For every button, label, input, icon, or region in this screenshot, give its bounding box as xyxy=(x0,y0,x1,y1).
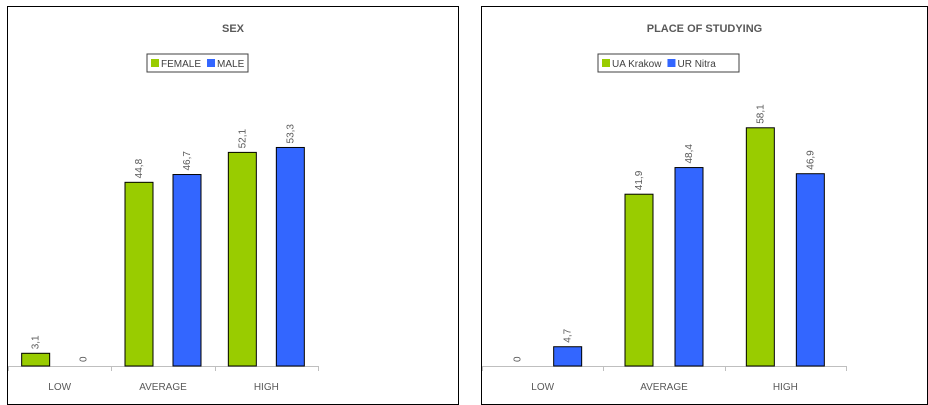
chart-place-of-studying: PLACE OF STUDYING UA Krakow UR Nitra LOW 0 4,… xyxy=(481,6,928,405)
legend-swatch-female xyxy=(151,59,159,67)
bar-female-low xyxy=(21,352,51,367)
legend-label-ua-krakow: UA Krakow xyxy=(612,59,662,70)
data-label-ur-nitra-average: 48,4 xyxy=(684,144,695,164)
category-label-high: HIGH xyxy=(773,382,798,393)
legend: UA Krakow UR Nitra xyxy=(597,53,740,73)
data-label-male-high: 53,3 xyxy=(285,124,296,144)
chart-svg: PLACE OF STUDYING UA Krakow UR Nitra LOW 0 4,… xyxy=(482,23,847,393)
bar-ua-krakow-high xyxy=(745,127,775,367)
data-label-female-average: 44,8 xyxy=(134,158,145,178)
data-label-ur-nitra-high: 46,9 xyxy=(805,150,816,170)
chart-svg: SEX FEMALE MALE LOW 3,1 0 AVERAGE 44,8 46,7 HIGH 5… xyxy=(8,23,319,393)
chart-title: SEX xyxy=(222,23,245,35)
data-label-male-average: 46,7 xyxy=(182,151,193,171)
legend-box xyxy=(146,53,249,73)
data-label-ua-krakow-low: 0 xyxy=(513,356,524,362)
data-label-male-low: 0 xyxy=(79,356,90,362)
category-label-low: LOW xyxy=(48,382,71,393)
bar-ur-nitra-low xyxy=(553,346,583,367)
category-label-high: HIGH xyxy=(254,382,279,393)
data-label-female-high: 52,1 xyxy=(237,128,248,148)
category-label-average: AVERAGE xyxy=(139,382,187,393)
legend: FEMALE MALE xyxy=(146,53,249,73)
bar-ua-krakow-average xyxy=(624,193,654,367)
chart-sex: SEX FEMALE MALE LOW 3,1 0 AVERAGE 44,8 46,7 HIGH 5… xyxy=(7,6,459,405)
legend-label-female: FEMALE xyxy=(161,59,201,70)
legend-swatch-ur-nitra xyxy=(667,59,676,67)
category-label-low: LOW xyxy=(531,382,554,393)
chart-title: PLACE OF STUDYING xyxy=(647,23,763,35)
data-label-ua-krakow-average: 41,9 xyxy=(634,170,645,190)
bar-male-average xyxy=(172,174,202,367)
legend-label-male: MALE xyxy=(217,59,245,70)
data-label-female-low: 3,1 xyxy=(31,335,42,349)
legend-swatch-ua-krakow xyxy=(602,59,610,67)
bar-ur-nitra-average xyxy=(674,167,704,367)
data-label-ur-nitra-low: 4,7 xyxy=(563,328,574,342)
category-label-average: AVERAGE xyxy=(640,382,688,393)
bar-female-high xyxy=(227,151,257,367)
bar-ur-nitra-high xyxy=(795,173,825,367)
data-label-ua-krakow-high: 58,1 xyxy=(755,104,766,124)
bar-female-average xyxy=(124,181,154,367)
legend-label-ur-nitra: UR Nitra xyxy=(677,59,716,70)
bar-male-high xyxy=(275,146,305,367)
legend-swatch-male xyxy=(207,59,216,67)
